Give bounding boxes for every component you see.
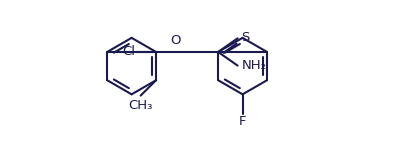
Text: O: O xyxy=(170,34,181,47)
Text: Cl: Cl xyxy=(122,45,135,58)
Text: NH₂: NH₂ xyxy=(242,59,267,72)
Text: S: S xyxy=(242,31,250,44)
Text: F: F xyxy=(239,115,246,128)
Text: CH₃: CH₃ xyxy=(128,99,153,112)
